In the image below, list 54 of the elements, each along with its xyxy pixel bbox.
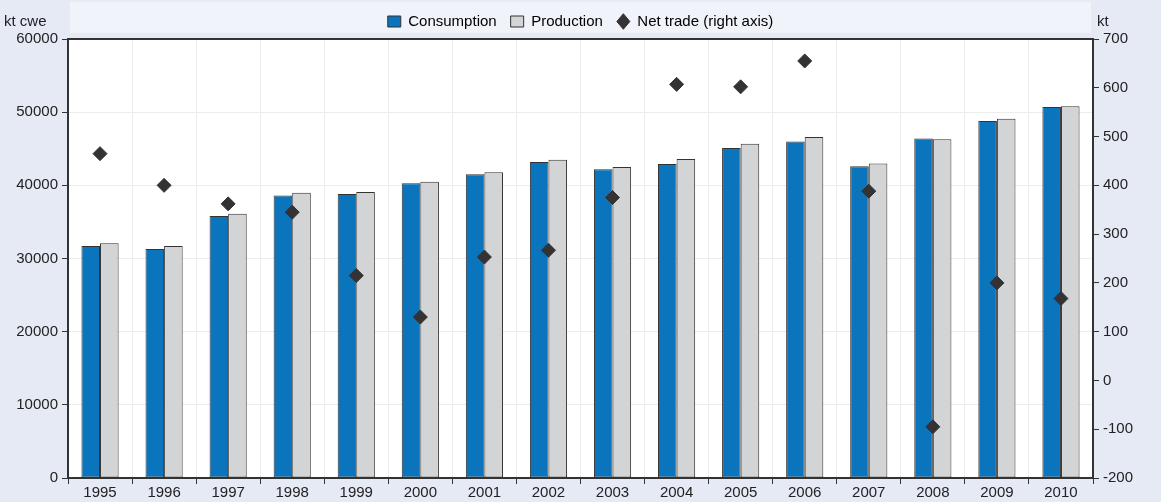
legend-label: Production <box>531 11 603 29</box>
point <box>1053 291 1069 306</box>
y-tick-label: 40000 <box>16 175 58 193</box>
y2-tick-label: -100 <box>1103 419 1134 437</box>
x-tick-label: 2009 <box>980 483 1014 501</box>
point <box>412 309 428 325</box>
x-tick-label: 1998 <box>275 483 309 501</box>
y2-tick-label: 100 <box>1103 321 1129 339</box>
point <box>220 196 236 212</box>
x-tick-label: 2007 <box>852 483 886 501</box>
y2-tick-label: 0 <box>1103 370 1112 388</box>
x-tick-label: 2010 <box>1044 483 1078 501</box>
y2-tick-label: 400 <box>1103 175 1129 193</box>
y2-tick-label: 700 <box>1103 29 1129 47</box>
y-tick-label: 10000 <box>16 394 58 412</box>
y2-axis-title: kt <box>1097 11 1110 29</box>
point <box>925 419 941 435</box>
y-tick-label: 50000 <box>16 102 58 120</box>
x-tick-label: 2008 <box>916 483 950 501</box>
point <box>156 177 172 193</box>
point <box>476 249 492 265</box>
y2-tick-label: 500 <box>1103 126 1129 144</box>
x-tick-label: 2002 <box>531 483 566 501</box>
point <box>348 268 364 284</box>
y2-tick-label: 600 <box>1103 77 1129 95</box>
y2-tick-label: -200 <box>1103 468 1134 486</box>
x-tick-label: 2000 <box>403 483 438 501</box>
point <box>284 204 300 220</box>
x-tick-label: 1999 <box>339 483 373 501</box>
x-tick-label: 2005 <box>723 483 758 501</box>
legend-label: Consumption <box>408 11 497 29</box>
x-tick-label: 1996 <box>147 483 181 501</box>
point <box>92 146 108 162</box>
y-axis-title: kt cwe <box>4 11 47 29</box>
y-tick-label: 60000 <box>16 29 58 47</box>
y-tick-label: 30000 <box>16 248 58 266</box>
point <box>861 183 877 199</box>
point <box>605 190 621 206</box>
x-tick-label: 2001 <box>467 483 502 501</box>
point <box>733 79 749 95</box>
point <box>540 242 556 258</box>
point <box>669 76 685 92</box>
y-tick-label: 20000 <box>16 321 58 339</box>
y2-tick-label: 300 <box>1103 224 1129 242</box>
legend-label: Net trade (right axis) <box>637 11 774 29</box>
x-tick-label: 1997 <box>211 483 245 501</box>
point <box>797 53 813 69</box>
point <box>989 275 1005 291</box>
x-tick-label: 2003 <box>595 483 630 501</box>
x-tick-label: 2006 <box>788 483 822 501</box>
y-tick-label: 0 <box>49 468 58 486</box>
y2-tick-label: 200 <box>1103 273 1129 291</box>
x-tick-label: 1995 <box>83 483 117 501</box>
x-tick-label: 2004 <box>659 483 694 501</box>
